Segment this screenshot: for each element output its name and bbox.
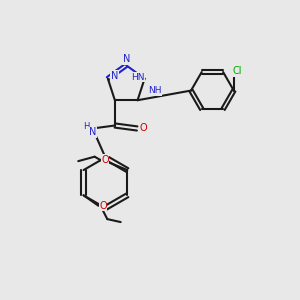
Text: O: O (99, 201, 107, 211)
Text: O: O (139, 124, 147, 134)
Text: Cl: Cl (232, 66, 242, 76)
Text: H: H (83, 122, 90, 131)
Text: HN: HN (131, 73, 145, 82)
Text: N: N (89, 127, 96, 137)
Text: NH: NH (148, 86, 161, 95)
Text: O: O (101, 155, 109, 165)
Text: N: N (122, 54, 130, 64)
Text: N: N (111, 71, 118, 81)
